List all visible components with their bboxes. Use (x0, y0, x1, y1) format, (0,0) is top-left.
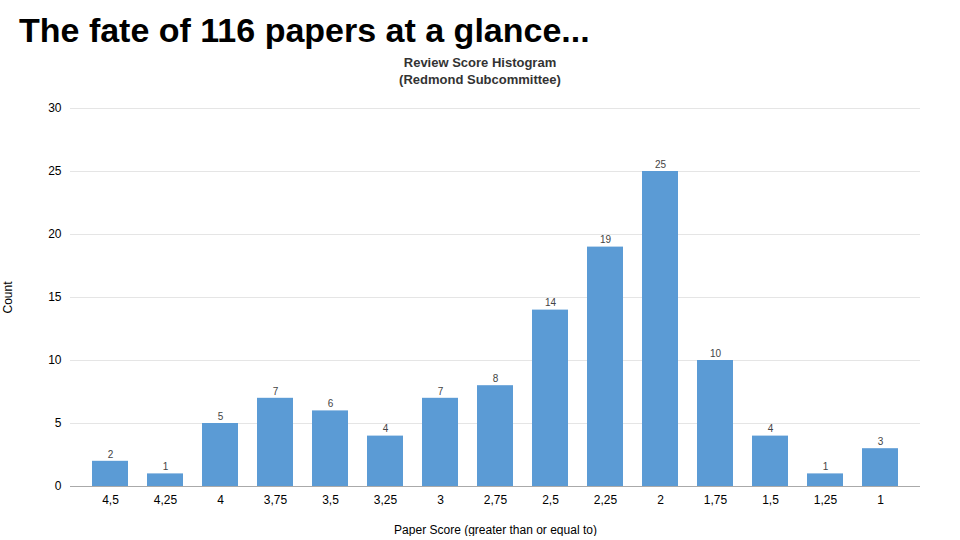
svg-text:10: 10 (710, 348, 722, 359)
svg-text:2,5: 2,5 (542, 493, 559, 507)
svg-text:5: 5 (55, 416, 62, 430)
svg-text:0: 0 (55, 479, 62, 493)
svg-text:3,5: 3,5 (322, 493, 339, 507)
svg-text:3,25: 3,25 (374, 493, 398, 507)
svg-text:19: 19 (600, 234, 612, 245)
svg-text:Count: Count (1, 281, 15, 314)
svg-text:1,75: 1,75 (704, 493, 728, 507)
svg-text:1,25: 1,25 (814, 493, 838, 507)
svg-text:2,25: 2,25 (594, 493, 618, 507)
html-text:(Redmond Subcommittee): (Redmond Subcommittee) (399, 72, 561, 87)
svg-text:4: 4 (383, 423, 389, 434)
svg-text:7: 7 (438, 386, 444, 397)
svg-text:1: 1 (163, 461, 169, 472)
svg-text:8: 8 (493, 373, 499, 384)
svg-text:25: 25 (48, 164, 62, 178)
svg-text:2: 2 (657, 493, 664, 507)
svg-text:6: 6 (328, 398, 334, 409)
svg-text:14: 14 (545, 297, 557, 308)
svg-text:25: 25 (655, 159, 667, 170)
svg-text:15: 15 (48, 290, 62, 304)
svg-text:1: 1 (877, 493, 884, 507)
svg-text:1,5: 1,5 (762, 493, 779, 507)
svg-text:2,75: 2,75 (484, 493, 508, 507)
svg-text:1: 1 (823, 461, 829, 472)
svg-text:10: 10 (48, 353, 62, 367)
svg-text:Paper Score (greater than or e: Paper Score (greater than or equal to) (394, 523, 597, 537)
html-text:The fate of 116 papers at a gl: The fate of 116 papers at a glance... (19, 11, 590, 49)
svg-text:4: 4 (217, 493, 224, 507)
svg-text:3,75: 3,75 (264, 493, 288, 507)
svg-text:2: 2 (108, 449, 114, 460)
svg-text:7: 7 (273, 386, 279, 397)
svg-text:30: 30 (48, 101, 62, 115)
svg-text:3: 3 (878, 436, 884, 447)
svg-text:4: 4 (768, 423, 774, 434)
svg-text:4,5: 4,5 (102, 493, 119, 507)
svg-text:4,25: 4,25 (154, 493, 178, 507)
html-text:Review Score Histogram: Review Score Histogram (403, 55, 557, 70)
svg-text:5: 5 (218, 411, 224, 422)
svg-text:3: 3 (437, 493, 444, 507)
svg-text:20: 20 (48, 227, 62, 241)
